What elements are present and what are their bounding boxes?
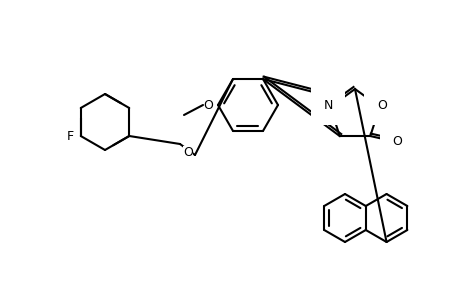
- Text: O: O: [203, 98, 213, 112]
- Text: F: F: [67, 130, 73, 142]
- Text: O: O: [376, 100, 386, 112]
- Text: O: O: [183, 146, 192, 158]
- Text: N: N: [323, 100, 332, 112]
- Text: O: O: [392, 134, 401, 148]
